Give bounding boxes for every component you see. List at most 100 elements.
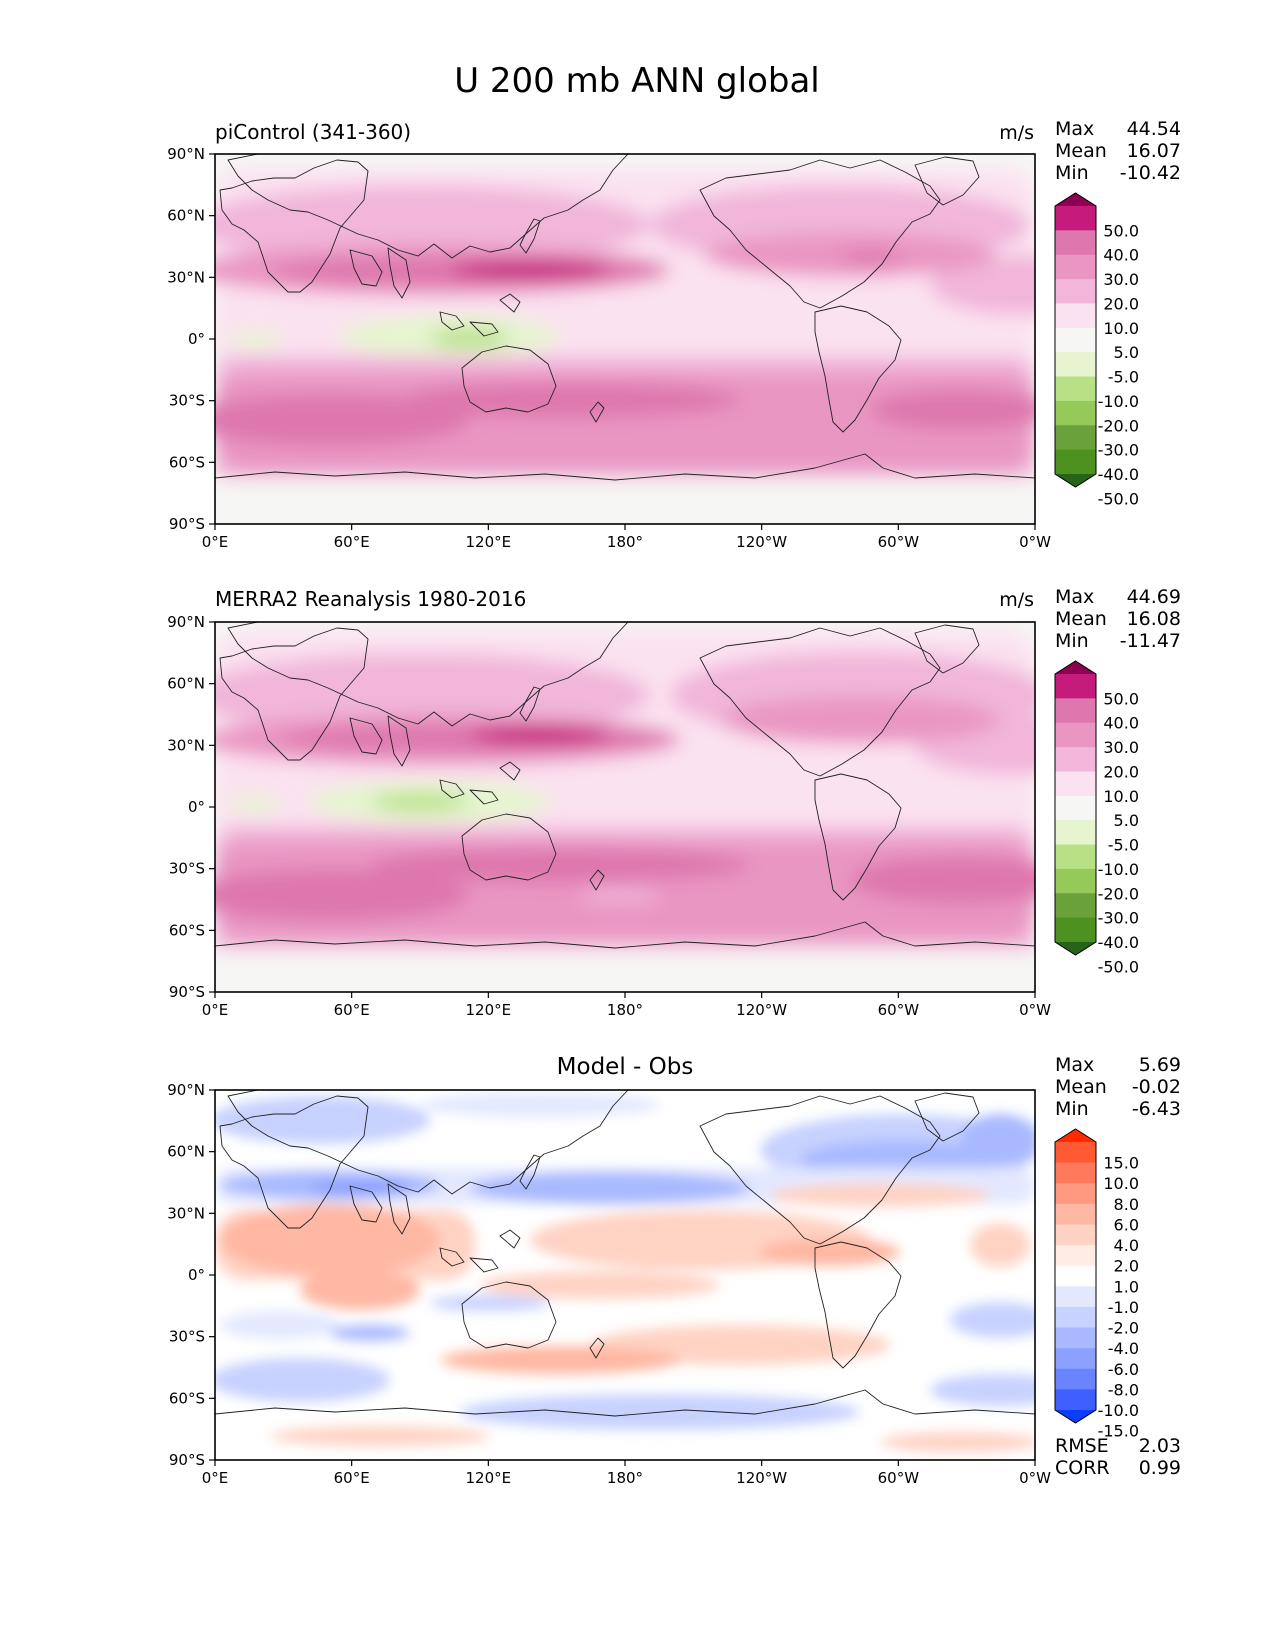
lat-tick-label: 60°N	[167, 1143, 205, 1161]
colorbar-segment	[1055, 1286, 1096, 1308]
lat-tick-label: 90°S	[169, 1451, 205, 1469]
lat-tick-label: 90°N	[167, 613, 205, 631]
colorbar-segment	[1055, 893, 1096, 919]
colorbar-label: -5.0	[1108, 836, 1139, 855]
lon-tick-label: 0°W	[1019, 533, 1051, 551]
colorbar-label: 4.0	[1114, 1236, 1139, 1255]
stat-value: -0.02	[1132, 1076, 1181, 1098]
colorbar-label: 5.0	[1114, 811, 1139, 830]
lat-tick-label: 0°	[188, 330, 205, 348]
lat-tick-label: 30°N	[167, 268, 205, 286]
colorbar-label: -4.0	[1108, 1339, 1139, 1358]
stat-value: -6.43	[1132, 1098, 1181, 1120]
stat-value: -11.47	[1120, 630, 1181, 652]
lat-tick-label: 0°	[188, 1266, 205, 1284]
colorbar-extend-top	[1055, 193, 1096, 206]
lon-tick-label: 120°W	[736, 533, 787, 551]
stat-label: Min	[1055, 630, 1089, 652]
colorbar-segment	[1055, 230, 1096, 256]
colorbar-segment	[1055, 820, 1096, 846]
lat-tick-label: 60°S	[169, 453, 205, 471]
lon-tick-label: 60°W	[878, 1469, 920, 1487]
colorbar-segment	[1055, 917, 1096, 943]
colorbar-label: -15.0	[1098, 1422, 1139, 1441]
colorbar-label: 1.0	[1114, 1277, 1139, 1296]
stat-label: Min	[1055, 1098, 1089, 1120]
lon-tick-label: 120°E	[466, 533, 512, 551]
colorbar-extend-bottom	[1055, 1410, 1096, 1423]
stat-value: 16.08	[1127, 608, 1181, 630]
colorbar-label: 30.0	[1103, 738, 1139, 757]
colorbar-label: -50.0	[1098, 489, 1139, 508]
colorbar-label: 20.0	[1103, 762, 1139, 781]
lon-tick-label: 120°E	[466, 1001, 512, 1019]
error-stats: RMSE 2.03 CORR 0.99	[1055, 1435, 1181, 1479]
axis-ticks: 0°E 60°E 120°E 180° 120°W 60°W 0°W 90°N 60°N 30°N…	[167, 613, 1051, 1019]
colorbar-segment	[1055, 1368, 1096, 1390]
lat-tick-label: 30°S	[169, 392, 205, 410]
lon-tick-label: 0°E	[202, 1469, 229, 1487]
colorbar-segment	[1055, 1142, 1096, 1164]
colorbar-label: 6.0	[1114, 1215, 1139, 1234]
stat-label: CORR	[1055, 1457, 1110, 1479]
lon-tick-label: 180°	[607, 1469, 643, 1487]
lon-tick-label: 0°W	[1019, 1001, 1051, 1019]
lon-tick-label: 180°	[607, 1001, 643, 1019]
stats-block: Max 44.54 Mean 16.07 Min -10.42	[1055, 118, 1181, 184]
map-field	[215, 622, 1035, 992]
colorbar-segment	[1055, 771, 1096, 797]
colorbar-segment	[1055, 1245, 1096, 1267]
colorbar-label: 50.0	[1103, 221, 1139, 240]
lon-tick-label: 180°	[607, 533, 643, 551]
colorbar-label: 20.0	[1103, 294, 1139, 313]
stats-block: Max 5.69 Mean -0.02 Min -6.43	[1055, 1054, 1181, 1120]
stat-value: 16.07	[1127, 140, 1181, 162]
colorbar-label: 10.0	[1103, 319, 1139, 338]
colorbar-segment	[1055, 206, 1096, 231]
stat-label: Min	[1055, 162, 1089, 184]
panel-difference: Model - Obs	[167, 1054, 1181, 1487]
colorbar-label: 10.0	[1103, 787, 1139, 806]
colorbar-label: -30.0	[1098, 909, 1139, 928]
colorbar-label: 2.0	[1114, 1257, 1139, 1276]
panel-title: Model - Obs	[557, 1054, 694, 1080]
lat-tick-label: 60°S	[169, 921, 205, 939]
lon-tick-label: 120°W	[736, 1001, 787, 1019]
lat-tick-label: 90°N	[167, 1081, 205, 1099]
lat-tick-label: 90°N	[167, 145, 205, 163]
units-label: m/s	[999, 589, 1034, 611]
colorbar-label: 50.0	[1103, 689, 1139, 708]
stat-label: RMSE	[1055, 1435, 1109, 1457]
lat-tick-label: 30°S	[169, 860, 205, 878]
stat-label: Mean	[1055, 140, 1107, 162]
colorbar-segment	[1055, 795, 1096, 821]
colorbar-segment	[1055, 868, 1096, 894]
colorbar-segment	[1055, 1306, 1096, 1329]
colorbar: 50.0 40.0 30.0 20.0 10.0 5.0 -5.0 -10.0 -20.0 -30…	[1054, 192, 1139, 508]
colorbar-extend-top	[1055, 1129, 1096, 1142]
colorbar-segment	[1055, 1183, 1096, 1205]
colorbar-label: -20.0	[1098, 884, 1139, 903]
lon-tick-label: 60°E	[334, 533, 370, 551]
stat-label: Max	[1055, 1054, 1094, 1076]
colorbar-label: -1.0	[1108, 1298, 1139, 1317]
colorbar-segment	[1055, 352, 1096, 378]
colorbar-label: -8.0	[1108, 1380, 1139, 1399]
lat-tick-label: 0°	[188, 798, 205, 816]
stat-value: 2.03	[1139, 1435, 1181, 1457]
colorbar-segment	[1055, 747, 1096, 772]
colorbar-segment	[1055, 1203, 1096, 1225]
stat-label: Max	[1055, 586, 1094, 608]
colorbar-label: 40.0	[1103, 714, 1139, 733]
colorbar-label: -5.0	[1108, 368, 1139, 387]
colorbar-label: -6.0	[1108, 1360, 1139, 1379]
colorbar-label: -30.0	[1098, 441, 1139, 460]
lat-tick-label: 60°N	[167, 675, 205, 693]
lon-tick-label: 0°E	[202, 533, 229, 551]
colorbar-segment	[1055, 279, 1096, 304]
lon-tick-label: 120°W	[736, 1469, 787, 1487]
colorbar-segment	[1055, 425, 1096, 451]
colorbar-label: -40.0	[1098, 933, 1139, 952]
colorbar-segment	[1055, 698, 1096, 724]
